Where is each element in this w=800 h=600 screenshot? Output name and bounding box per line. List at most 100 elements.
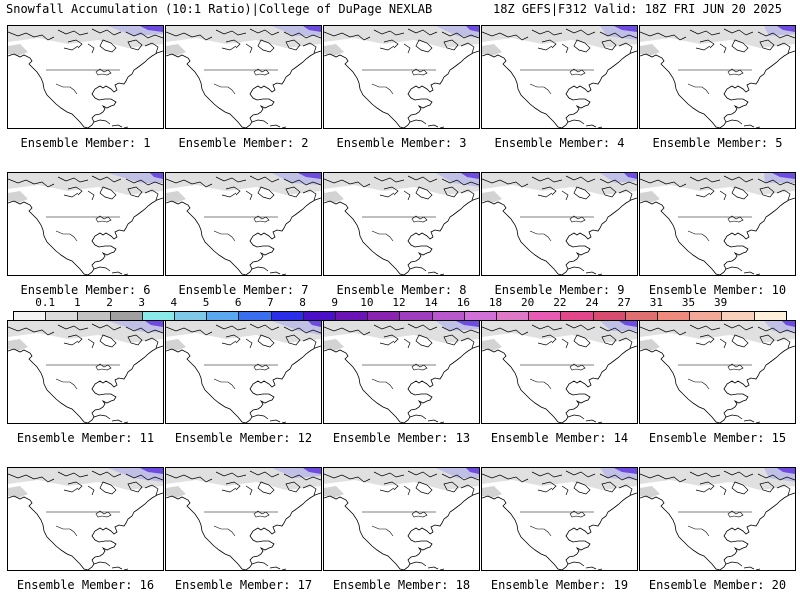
snowfall-shading (8, 191, 28, 203)
arctic-coastline (618, 484, 633, 496)
caribbean-islands (409, 266, 427, 272)
arctic-coastline (283, 326, 321, 334)
caribbean-islands (93, 561, 111, 567)
arctic-coastline (225, 39, 241, 49)
color-scale-swatch (336, 312, 369, 320)
snowfall-shading (777, 468, 795, 474)
snowfall-shading (461, 173, 479, 179)
snowfall-shading (150, 173, 163, 179)
color-scale-tick-label: 3 (138, 296, 145, 309)
caribbean-islands (725, 414, 743, 420)
color-scale-tick-label: 9 (331, 296, 338, 309)
caribbean-islands (585, 124, 597, 128)
snowfall-shading (324, 468, 479, 490)
caribbean-islands (585, 419, 597, 423)
arctic-coastline (91, 175, 122, 183)
coastline (640, 492, 795, 570)
arctic-coastline (482, 473, 529, 483)
color-scale-swatch (46, 312, 79, 320)
snowfall-shading (482, 321, 637, 343)
us-mexico-border (687, 525, 710, 537)
snowfall-shading (640, 486, 660, 498)
arctic-coastline (221, 340, 237, 346)
arctic-coastline (618, 337, 633, 349)
arctic-coastline (87, 190, 95, 201)
snowfall-shading (614, 468, 637, 474)
snowfall-shading (308, 321, 321, 327)
arctic-coastline (561, 338, 569, 349)
arctic-coastline (565, 175, 596, 183)
caribbean-islands (567, 266, 585, 272)
arctic-coastline (379, 192, 395, 198)
snowfall-shading (298, 173, 321, 179)
arctic-coastline (407, 470, 438, 478)
arctic-coastline (285, 39, 301, 51)
arctic-coastline (245, 43, 253, 54)
arctic-coastline (441, 326, 479, 334)
snowfall-shading (166, 26, 321, 48)
arctic-coastline (531, 471, 563, 478)
arctic-coastline (719, 485, 727, 496)
north-america-map (640, 468, 795, 570)
snowfall-shading (324, 321, 479, 343)
caribbean-islands (427, 124, 439, 128)
color-scale-swatch (754, 312, 786, 320)
panel-label-member-16: Ensemble Member: 16 (16, 578, 155, 592)
arctic-coastline (573, 186, 591, 200)
caribbean-islands (281, 421, 287, 423)
snowfall-shading (640, 44, 660, 56)
arctic-coastline (283, 473, 321, 481)
arctic-coastline (565, 323, 596, 331)
north-america-map (640, 321, 795, 423)
map-panel-member-9 (481, 172, 638, 276)
arctic-coastline (573, 481, 591, 495)
map-panel-member-17 (165, 467, 322, 571)
arctic-coastline (125, 326, 163, 334)
arctic-coastline (215, 29, 247, 36)
panel-label-member-8: Ensemble Member: 8 (336, 283, 467, 297)
coastline (324, 197, 479, 275)
color-scale-swatch (593, 312, 626, 320)
great-lakes (569, 215, 586, 223)
caribbean-islands (93, 266, 111, 272)
arctic-coastline (531, 324, 563, 331)
arctic-coastline (144, 484, 159, 496)
caribbean-islands (251, 119, 269, 125)
caribbean-islands (123, 568, 129, 570)
arctic-coastline (441, 473, 479, 481)
arctic-coastline (699, 334, 715, 344)
north-america-map (166, 26, 321, 128)
great-lakes (95, 215, 112, 223)
snowfall-shading (782, 321, 795, 327)
caribbean-islands (269, 419, 281, 423)
color-scale-swatch (722, 312, 755, 320)
caribbean-islands (251, 266, 269, 272)
north-america-map (166, 468, 321, 570)
north-america-map (166, 173, 321, 275)
arctic-coastline (373, 324, 405, 331)
arctic-coastline (57, 176, 89, 183)
north-america-map (8, 468, 163, 570)
color-scale-swatch (175, 312, 208, 320)
color-scale-swatch (658, 312, 691, 320)
arctic-coastline (731, 481, 749, 495)
coastline (324, 345, 479, 423)
arctic-coastline (689, 324, 721, 331)
arctic-coastline (757, 31, 795, 39)
color-scale-swatch (110, 312, 143, 320)
snowfall-shading (619, 321, 637, 327)
arctic-coastline (415, 186, 433, 200)
caribbean-islands (743, 419, 755, 423)
color-scale-swatch (14, 312, 47, 320)
arctic-coastline (541, 481, 557, 491)
arctic-coastline (757, 178, 795, 186)
panel-label-member-3: Ensemble Member: 3 (336, 136, 467, 150)
north-america-map (640, 26, 795, 128)
color-scale-tick-label: 0.1 (35, 296, 56, 309)
great-lakes (569, 363, 586, 371)
us-mexico-border (687, 230, 710, 242)
snowfall-shading (482, 26, 637, 48)
arctic-coastline (601, 481, 617, 493)
us-mexico-border (529, 83, 552, 95)
arctic-coastline (285, 481, 301, 493)
